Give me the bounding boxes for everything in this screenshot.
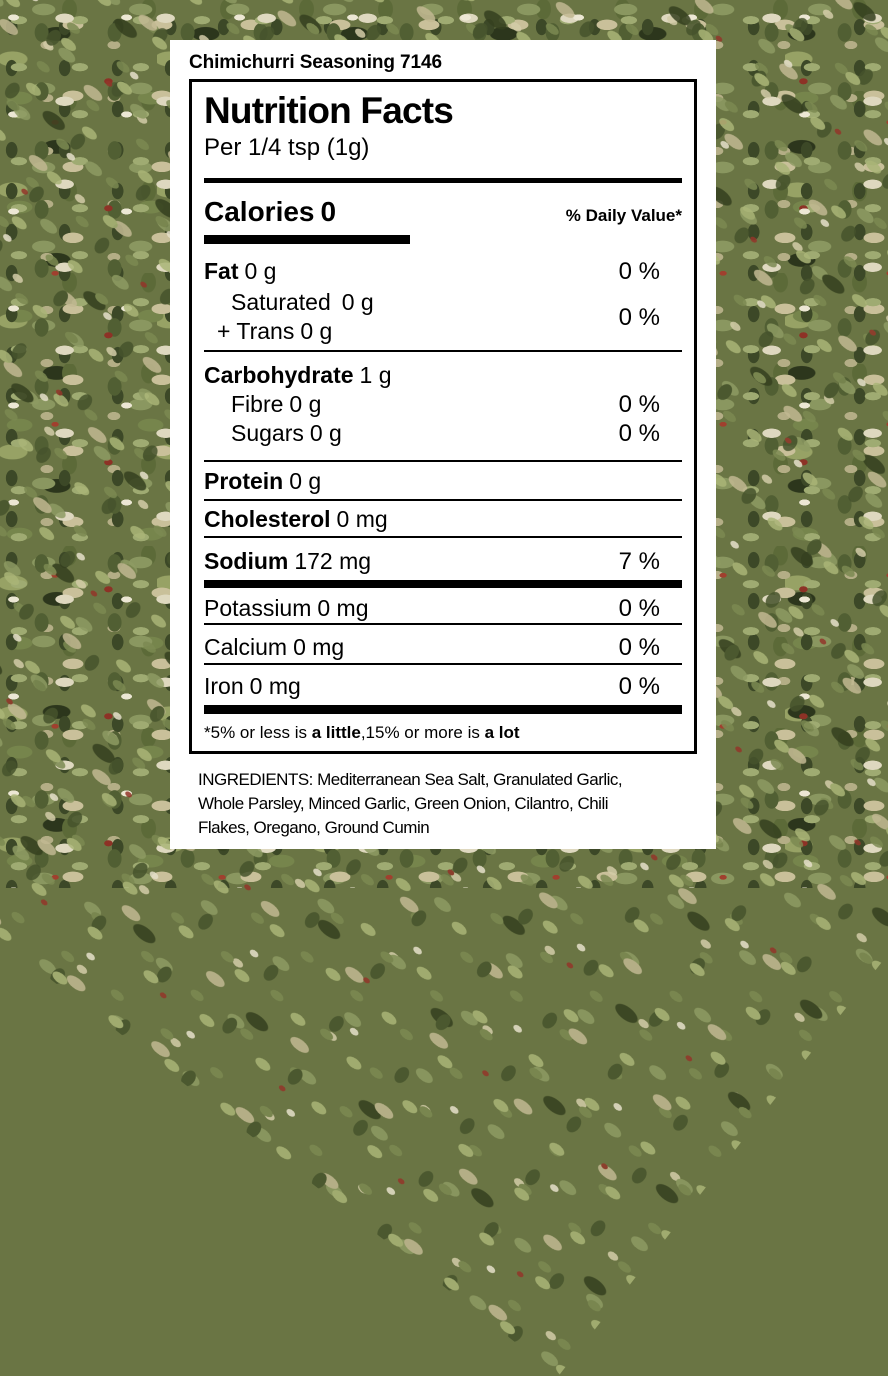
fibre-label: Fibre 0 g <box>231 391 322 417</box>
calcium-label: Calcium 0 mg <box>204 634 345 660</box>
nutrient-row-fibre: Fibre 0 g 0 % <box>204 390 682 419</box>
sodium-percent: 7 % <box>618 548 660 575</box>
nutrient-row-iron: Iron 0 mg 0 % <box>204 672 682 701</box>
nutrient-row-sodium: Sodium 172 mg 7 % <box>204 547 682 576</box>
divider-thick-top <box>204 178 682 183</box>
divider-thin <box>204 663 682 665</box>
nutrient-row-cholesterol: Cholesterol 0 mg <box>204 505 682 534</box>
ingredients-list: INGREDIENTS: Mediterranean Sea Salt, Gra… <box>198 768 697 840</box>
sugars-label: Sugars 0 g <box>231 420 342 446</box>
calories-underline-bar <box>204 235 410 244</box>
nutrient-row-potassium: Potassium 0 mg 0 % <box>204 594 682 623</box>
protein-label: Protein 0 g <box>204 468 322 494</box>
divider-thin <box>204 623 682 625</box>
daily-value-footnote: *5% or less is a little,15% or more is a… <box>204 723 520 742</box>
nutrient-row-saturated-trans: Saturated 0 g + Trans 0 g 0 % <box>204 288 682 346</box>
divider-thick <box>204 580 682 588</box>
cholesterol-label: Cholesterol 0 mg <box>204 506 388 532</box>
nutrient-row-protein: Protein 0 g <box>204 467 682 496</box>
potassium-percent: 0 % <box>618 595 660 622</box>
nutrition-facts-heading: Nutrition Facts <box>204 90 454 131</box>
calories-amount: 0 <box>320 196 337 227</box>
nutrient-row-carbohydrate: Carbohydrate 1 g <box>204 361 682 390</box>
fibre-percent: 0 % <box>618 391 660 418</box>
calories-label: Calories <box>204 196 315 227</box>
ingredients-line: INGREDIENTS: Mediterranean Sea Salt, Gra… <box>198 770 623 789</box>
saturated-label: Saturated 0 g <box>231 289 374 315</box>
ingredients-line: Whole Parsley, Minced Garlic, Green Onio… <box>198 794 609 813</box>
serving-size: Per 1/4 tsp (1g) <box>204 134 370 161</box>
saturated-trans-labels: Saturated 0 g + Trans 0 g <box>204 288 374 346</box>
sugars-percent: 0 % <box>618 420 660 447</box>
calories-row: Calories 0 % Daily Value* <box>204 196 682 227</box>
product-title: Chimichurri Seasoning 7146 <box>189 52 442 73</box>
iron-label: Iron 0 mg <box>204 673 301 699</box>
ingredients-line: Flakes, Oregano, Ground Cumin <box>198 818 430 837</box>
divider-thick-bottom <box>204 705 682 714</box>
nutrient-row-calcium: Calcium 0 mg 0 % <box>204 633 682 662</box>
trans-label: + Trans 0 g <box>217 318 333 344</box>
label-card: Chimichurri Seasoning 7146 Nutrition Fac… <box>170 40 716 849</box>
calories-value: Calories 0 <box>204 196 336 227</box>
sodium-label: Sodium 172 mg <box>204 548 372 574</box>
nutrient-row-fat: Fat 0 g 0 % <box>204 257 682 286</box>
fat-percent: 0 % <box>618 258 660 285</box>
nutrition-facts-panel: Nutrition Facts Per 1/4 tsp (1g) Calorie… <box>189 79 697 754</box>
iron-percent: 0 % <box>618 673 660 700</box>
divider-thin <box>204 350 682 352</box>
divider-thin <box>204 460 682 462</box>
saturated-trans-percent: 0 % <box>618 303 660 331</box>
nutrient-row-sugars: Sugars 0 g 0 % <box>204 419 682 448</box>
divider-thin <box>204 536 682 538</box>
divider-thin <box>204 499 682 501</box>
calcium-percent: 0 % <box>618 634 660 661</box>
potassium-label: Potassium 0 mg <box>204 595 369 621</box>
daily-value-header: % Daily Value* <box>565 206 682 225</box>
carbohydrate-label: Carbohydrate 1 g <box>204 362 392 388</box>
fat-label: Fat 0 g <box>204 258 277 284</box>
